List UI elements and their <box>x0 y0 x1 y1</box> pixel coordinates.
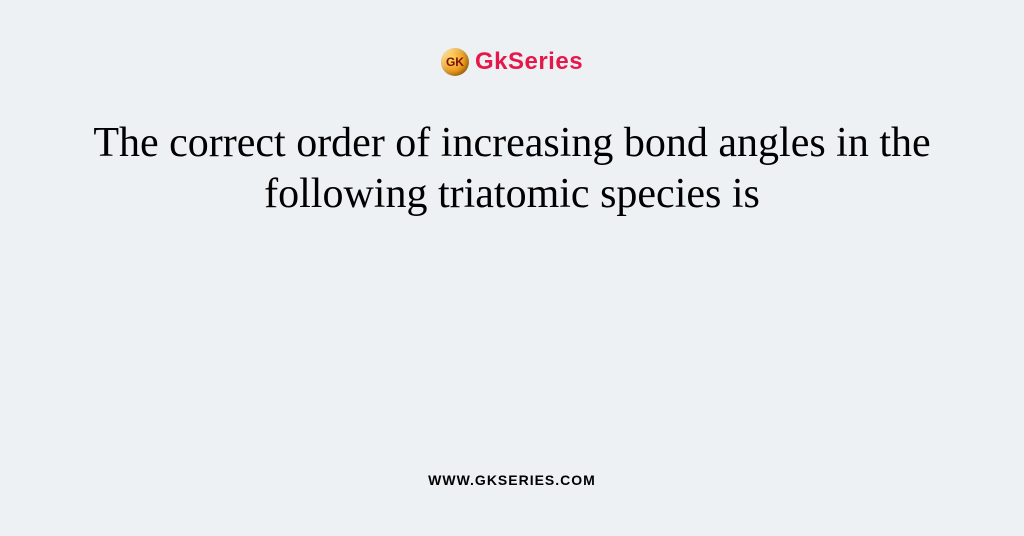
logo-brand-text: GkSeries <box>475 48 583 76</box>
logo-badge-icon: GK <box>441 48 469 76</box>
question-text: The correct order of increasing bond ang… <box>72 118 952 220</box>
footer-url: WWW.GKSERIES.COM <box>428 472 596 488</box>
logo-container: GK GkSeries <box>441 48 583 76</box>
logo-badge-text: GK <box>446 55 464 69</box>
